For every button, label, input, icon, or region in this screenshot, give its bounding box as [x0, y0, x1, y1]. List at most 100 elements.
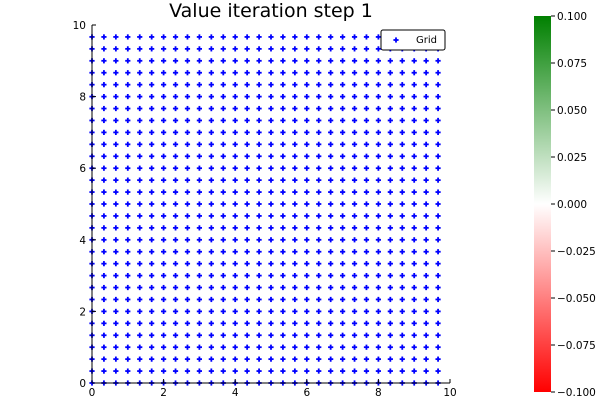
legend: Grid	[380, 29, 446, 51]
data-point	[423, 249, 429, 255]
data-point	[435, 368, 441, 374]
data-point	[113, 308, 119, 315]
data-point	[435, 320, 441, 326]
data-point	[232, 58, 238, 64]
data-point	[363, 320, 370, 326]
data-point	[316, 82, 322, 88]
data-point	[208, 237, 214, 243]
data-point	[387, 141, 393, 147]
data-point	[208, 368, 214, 374]
data-point	[232, 141, 238, 147]
data-point	[339, 213, 346, 219]
data-point	[375, 308, 381, 315]
data-point	[113, 94, 119, 100]
data-point	[363, 153, 370, 159]
data-point	[184, 273, 191, 279]
data-point	[399, 201, 405, 207]
data-point	[423, 189, 429, 195]
colorbar-tick-label: 0.025	[557, 152, 587, 164]
data-point	[113, 117, 119, 124]
data-point	[328, 46, 334, 52]
data-point	[316, 296, 322, 303]
data-point	[363, 129, 370, 136]
data-point	[184, 237, 191, 243]
data-point	[220, 153, 226, 159]
data-point	[196, 356, 202, 362]
data-point	[411, 165, 417, 171]
data-point	[208, 46, 214, 52]
data-point	[375, 117, 381, 124]
data-point	[160, 273, 167, 279]
data-point	[292, 237, 298, 243]
data-point	[220, 46, 226, 52]
data-point	[101, 34, 107, 40]
data-point	[256, 332, 262, 338]
x-tick-label: 4	[232, 387, 239, 399]
data-point	[256, 70, 262, 76]
data-point	[196, 117, 202, 124]
data-point	[399, 117, 405, 124]
data-point	[172, 213, 179, 219]
data-point	[423, 261, 429, 267]
data-point	[196, 332, 202, 338]
data-point	[172, 141, 179, 147]
data-point	[160, 177, 167, 183]
data-point	[387, 201, 393, 207]
data-point	[220, 165, 226, 171]
data-point	[220, 273, 226, 279]
data-point	[149, 261, 155, 267]
data-point	[244, 94, 250, 100]
data-point	[387, 117, 393, 124]
data-point	[339, 94, 346, 100]
data-point	[101, 117, 107, 124]
data-point	[339, 249, 346, 255]
data-point	[292, 249, 298, 255]
data-point	[292, 129, 298, 136]
data-point	[304, 177, 310, 183]
data-point	[280, 70, 286, 76]
data-point	[268, 153, 274, 159]
data-point	[232, 117, 238, 124]
data-point	[232, 129, 238, 136]
x-ticks: 0 2 4 6 8 10	[89, 379, 457, 399]
data-point	[292, 368, 298, 374]
data-point	[137, 141, 143, 147]
data-point	[387, 332, 393, 338]
data-point	[208, 344, 214, 350]
data-point	[113, 213, 119, 219]
data-point	[196, 201, 202, 207]
data-point	[196, 105, 202, 112]
data-point	[208, 249, 214, 255]
data-point	[268, 249, 274, 255]
data-point	[363, 70, 370, 76]
data-point	[137, 117, 143, 124]
data-point	[304, 284, 310, 291]
data-point	[160, 117, 167, 124]
data-point	[160, 344, 167, 350]
data-point	[149, 368, 155, 374]
data-point	[316, 165, 322, 171]
data-point	[423, 320, 429, 326]
data-point	[244, 225, 250, 231]
data-point	[328, 296, 334, 303]
data-point	[244, 189, 250, 195]
data-point	[268, 332, 274, 338]
data-point	[351, 129, 358, 136]
data-point	[196, 237, 202, 243]
data-point	[196, 141, 202, 147]
data-point	[387, 225, 393, 231]
data-point	[137, 34, 143, 40]
data-point	[399, 94, 405, 100]
data-point	[101, 177, 107, 183]
data-point	[280, 177, 286, 183]
data-point	[208, 94, 214, 100]
data-point	[280, 296, 286, 303]
data-point	[149, 46, 155, 52]
data-point	[435, 82, 441, 88]
data-point	[268, 189, 274, 195]
data-point	[280, 225, 286, 231]
data-point	[375, 320, 381, 326]
data-point	[125, 201, 131, 207]
data-point	[244, 177, 250, 183]
data-point	[232, 94, 238, 100]
